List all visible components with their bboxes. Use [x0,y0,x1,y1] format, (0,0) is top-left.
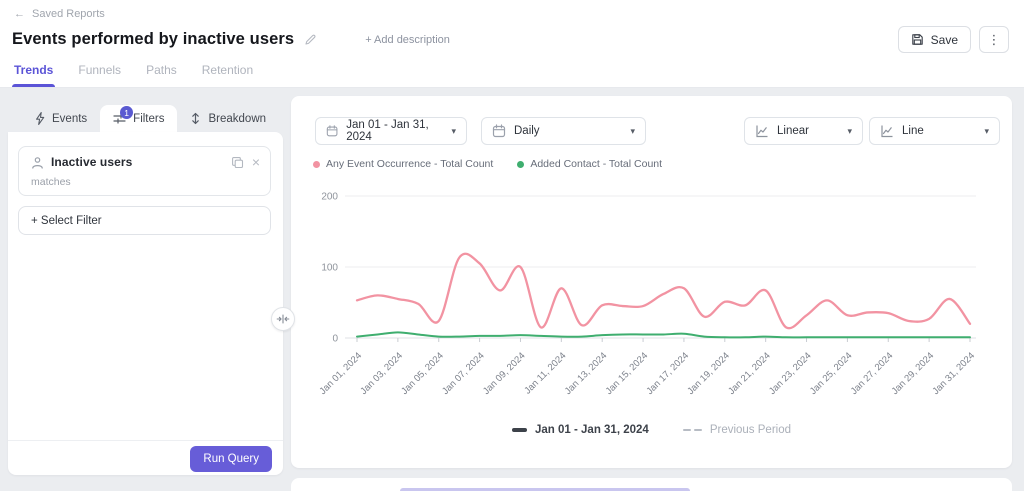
person-icon [31,156,44,169]
legend-dot-pink [313,160,320,168]
filter-item-card[interactable]: Inactive users × matches [18,146,271,196]
query-builder-tabs: Events 1 Filters Breakdown [8,105,279,132]
duplicate-filter-icon[interactable] [231,156,244,169]
svg-text:Jan 21, 2024: Jan 21, 2024 [726,350,773,397]
svg-text:Jan 09, 2024: Jan 09, 2024 [481,350,528,397]
back-to-saved-reports[interactable]: ← Saved Reports [14,8,105,20]
report-type-tabs: Trends Funnels Paths Retention [11,63,254,87]
select-filter-button[interactable]: + Select Filter [18,206,271,235]
secondary-panel-cutoff [291,478,1012,491]
tab-filters-label: Filters [133,112,165,125]
previous-period-label: Previous Period [709,424,791,436]
svg-text:Jan 05, 2024: Jan 05, 2024 [399,350,446,397]
period-legend: Jan 01 - Jan 31, 2024 Previous Period [291,424,1012,436]
svg-text:0: 0 [332,334,338,345]
page-title: Events performed by inactive users [12,30,295,48]
scale-dropdown[interactable]: Linear ▾ [744,117,863,145]
tab-trends[interactable]: Trends [11,63,56,87]
legend-item-added-contact[interactable]: Added Contact - Total Count [517,158,662,170]
legend-current-period[interactable]: Jan 01 - Jan 31, 2024 [512,424,649,436]
svg-text:Jan 11, 2024: Jan 11, 2024 [522,350,568,396]
filter-operator[interactable]: matches [31,176,71,188]
back-arrow-icon: ← [14,8,25,20]
dashed-line-swatch [682,428,702,432]
calendar-icon [492,124,506,138]
chevron-down-icon: ▾ [984,125,989,136]
tab-retention[interactable]: Retention [201,63,254,77]
filters-count-badge: 1 [120,106,134,119]
chevron-down-icon: ▾ [630,125,635,136]
sliders-icon: 1 [113,106,134,125]
granularity-value: Daily [514,125,540,137]
svg-text:Jan 29, 2024: Jan 29, 2024 [890,350,937,397]
tab-events-label: Events [52,112,88,125]
legend-item-any-event[interactable]: Any Event Occurrence - Total Count [313,158,493,170]
lightning-icon [35,112,45,125]
svg-text:Jan 31, 2024: Jan 31, 2024 [930,350,977,397]
svg-text:Jan 15, 2024: Jan 15, 2024 [604,350,651,397]
svg-text:100: 100 [321,263,338,274]
tab-paths[interactable]: Paths [146,63,177,77]
panel-divider [8,440,283,441]
tab-breakdown-label: Breakdown [208,112,267,125]
floppy-icon [911,34,923,45]
run-query-button[interactable]: Run Query [190,446,272,472]
tab-filters[interactable]: 1 Filters [100,105,178,132]
report-header: ← Saved Reports Events performed by inac… [0,0,1024,88]
more-options-button[interactable]: ⋮ [979,26,1009,53]
line-chart-icon [756,125,768,138]
breakdown-arrows-icon [190,112,201,125]
legend-previous-period[interactable]: Previous Period [682,424,791,436]
chart-type-dropdown[interactable]: Line ▾ [869,117,1000,145]
back-label: Saved Reports [32,8,105,20]
secondary-panel-control-peek [400,488,690,491]
tab-funnels[interactable]: Funnels [78,63,122,77]
svg-text:Jan 27, 2024: Jan 27, 2024 [849,350,896,397]
current-period-label: Jan 01 - Jan 31, 2024 [535,424,649,436]
kebab-icon: ⋮ [987,31,1001,47]
scale-value: Linear [777,125,809,137]
chevron-down-icon: ▾ [847,125,852,136]
svg-text:Jan 17, 2024: Jan 17, 2024 [644,350,691,397]
tab-breakdown[interactable]: Breakdown [177,105,279,132]
chevron-down-icon: ▾ [451,125,456,136]
line-chart-icon [881,125,893,138]
svg-text:Jan 19, 2024: Jan 19, 2024 [685,350,732,397]
remove-filter-icon[interactable]: × [251,154,260,170]
edit-title-icon[interactable] [304,33,317,46]
granularity-dropdown[interactable]: Daily ▾ [481,117,646,145]
svg-text:Jan 01, 2024: Jan 01, 2024 [317,350,364,397]
calendar-icon [326,125,338,137]
tab-events[interactable]: Events [22,105,100,132]
solid-line-swatch [512,428,527,432]
series-legend: Any Event Occurrence - Total Count Added… [313,158,662,170]
svg-text:Jan 23, 2024: Jan 23, 2024 [767,350,814,397]
date-range-value: Jan 01 - Jan 31, 2024 [346,119,429,143]
add-description-button[interactable]: + Add description [365,33,450,46]
collapse-panel-handle[interactable] [271,307,295,331]
svg-text:Jan 25, 2024: Jan 25, 2024 [808,350,855,397]
collapse-arrows-icon [276,314,290,324]
save-label: Save [930,32,958,47]
svg-text:200: 200 [321,192,338,203]
legend-label: Added Contact - Total Count [530,158,663,170]
filter-name: Inactive users [51,155,133,169]
query-builder-panel: Inactive users × matches + Select Filter… [8,132,283,475]
svg-text:Jan 07, 2024: Jan 07, 2024 [440,350,487,397]
svg-text:Jan 03, 2024: Jan 03, 2024 [358,350,405,397]
save-button[interactable]: Save [897,26,971,53]
legend-label: Any Event Occurrence - Total Count [326,158,494,170]
svg-text:Jan 13, 2024: Jan 13, 2024 [563,350,610,397]
trends-chart-panel: Jan 01 - Jan 31, 2024 ▾ Daily ▾ Linear ▾… [291,96,1012,468]
legend-dot-green [517,160,525,168]
date-range-dropdown[interactable]: Jan 01 - Jan 31, 2024 ▾ [315,117,467,145]
chart-type-value: Line [902,125,924,137]
